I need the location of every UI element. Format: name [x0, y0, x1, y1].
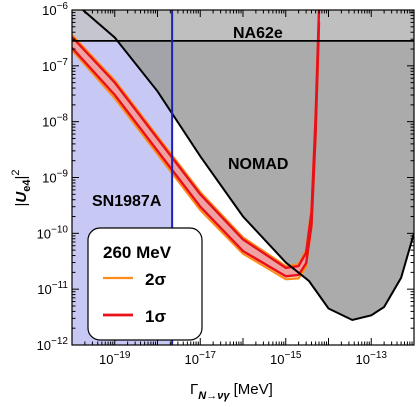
- x-axis-title-text: ΓN→νγ [MeV]: [190, 381, 273, 402]
- region-label-nomad: NOMAD: [228, 156, 288, 173]
- legend-box: [87, 227, 203, 341]
- y-tick-label: 10−9: [42, 169, 68, 186]
- y-tick-label: 10−11: [37, 280, 68, 297]
- y-tick-label: 10−12: [37, 336, 69, 353]
- x-tick-label: 10−15: [270, 350, 302, 367]
- y-tick-label: 10−8: [42, 113, 68, 130]
- nomad-boundary: [82, 10, 414, 322]
- lines-layer: [72, 10, 414, 345]
- x-tick-label: 10−17: [185, 350, 217, 367]
- region-nomad: [82, 10, 414, 320]
- region-label-sn1987a: SN1987A: [92, 193, 162, 210]
- line-1sigma-lower: [72, 22, 321, 278]
- x-tick-label: 10−13: [356, 350, 388, 367]
- ticks-layer: [71, 9, 415, 346]
- y-axis-title: |Ue4|2: [10, 169, 33, 206]
- y-tick-label: 10−10: [37, 224, 69, 241]
- y-axis-title-text: |Ue4|2: [10, 169, 33, 206]
- region-label-na62e: NA62e: [233, 25, 283, 42]
- x-tick-label: 10−19: [99, 350, 131, 367]
- legend: 260 MeV 2σ 1σ: [87, 227, 203, 341]
- y-tick-label: 10−6: [42, 1, 68, 18]
- y-tick-label: 10−7: [42, 57, 68, 74]
- legend-label-2sigma: 2σ: [145, 270, 166, 289]
- legend-label-1sigma: 1σ: [145, 307, 166, 326]
- x-axis-title: ΓN→νγ [MeV]: [190, 381, 273, 402]
- labels-layer: 10−19 10−17 10−15 10−13 10−12 10−11 10−10 10−9 1…: [37, 1, 388, 367]
- legend-title: 260 MeV: [103, 243, 172, 262]
